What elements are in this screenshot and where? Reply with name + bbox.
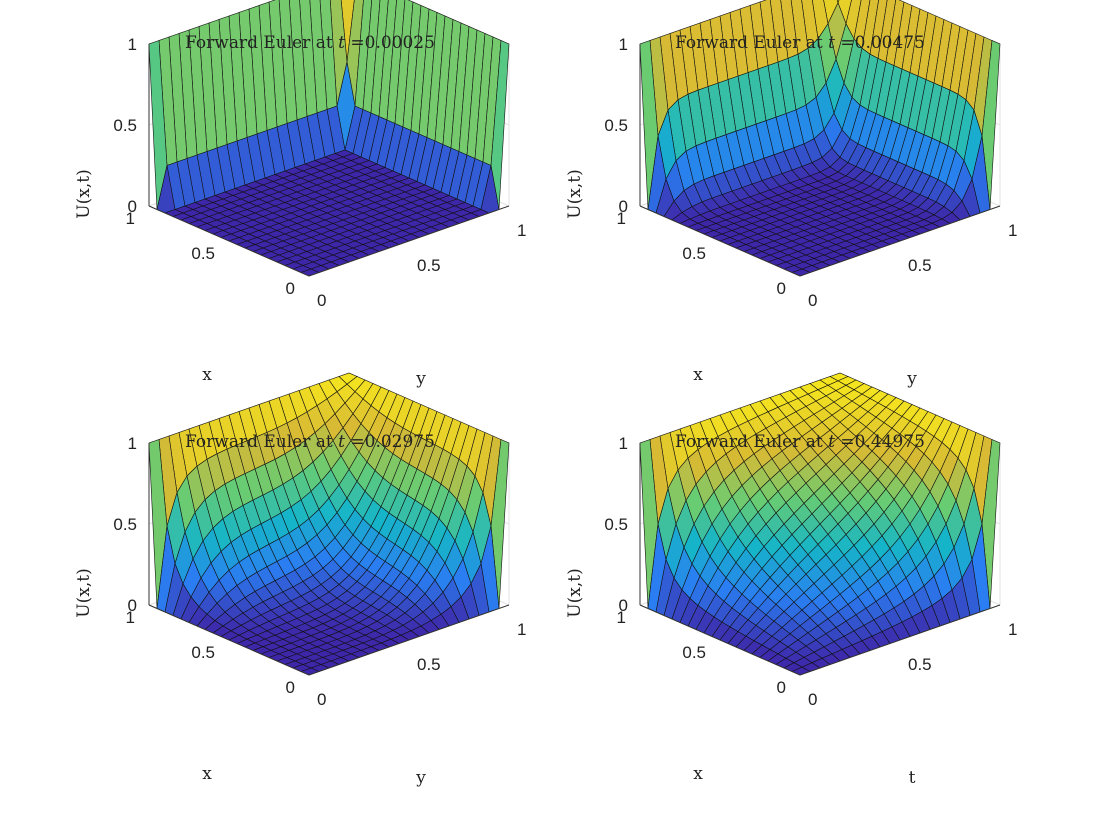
- z-tick-label: 0.5: [113, 116, 137, 135]
- axes-lines: [148, 443, 510, 676]
- z-tick-label: 0: [619, 197, 628, 216]
- y-tick-label: 0: [808, 690, 817, 709]
- y-tick-label: 0.5: [908, 256, 932, 275]
- x-tick-label: 0.5: [682, 643, 706, 662]
- x-tick-label: 0: [286, 678, 295, 697]
- y-tick-label: 1: [517, 620, 526, 639]
- x-tick-label: 0.5: [682, 244, 706, 263]
- surface: [148, 372, 510, 676]
- z-tick-label: 1: [619, 434, 628, 453]
- x-axis-label: x: [693, 365, 703, 385]
- z-axis-label: U(x,t): [74, 568, 94, 617]
- z-tick-label: 0.5: [604, 515, 628, 534]
- axes-lines: [639, 443, 1001, 676]
- y-axis-label: y: [415, 369, 426, 389]
- x-tick-label: 0: [777, 279, 786, 298]
- chart-title: Forward Euler at t =0.44975: [675, 432, 925, 452]
- z-tick-label: 0.5: [604, 116, 628, 135]
- x-tick-label: 1: [126, 209, 135, 228]
- x-tick-label: 0.5: [191, 244, 215, 263]
- surface: [639, 372, 1001, 676]
- x-tick-label: 0: [286, 279, 295, 298]
- x-tick-label: 1: [126, 608, 135, 627]
- y-tick-label: 0: [317, 690, 326, 709]
- y-tick-label: 0: [808, 291, 817, 310]
- z-tick-label: 1: [128, 35, 137, 54]
- z-axis-label: U(x,t): [565, 169, 585, 218]
- y-tick-label: 0.5: [417, 655, 441, 674]
- x-tick-label: 1: [617, 608, 626, 627]
- x-tick-label: 0.5: [191, 643, 215, 662]
- y-tick-label: 1: [517, 221, 526, 240]
- x-tick-label: 0: [777, 678, 786, 697]
- surface: [639, 0, 1001, 277]
- z-tick-label: 0: [128, 197, 137, 216]
- chart-title: Forward Euler at t =0.02975: [185, 432, 435, 452]
- y-axis-label: y: [415, 768, 426, 788]
- surface: [148, 0, 510, 277]
- x-tick-label: 1: [617, 209, 626, 228]
- z-tick-label: 0: [128, 596, 137, 615]
- x-axis-label: x: [693, 764, 703, 784]
- y-tick-label: 0: [317, 291, 326, 310]
- y-axis-label: y: [906, 369, 917, 389]
- axes-lines: [148, 44, 510, 277]
- z-tick-label: 1: [128, 434, 137, 453]
- chart-title: Forward Euler at t =0.00475: [675, 33, 925, 53]
- z-tick-label: 0.5: [113, 515, 137, 534]
- y-tick-label: 0.5: [908, 655, 932, 674]
- x-axis-label: x: [202, 365, 212, 385]
- axes-lines: [639, 44, 1001, 277]
- z-axis-label: U(x,t): [74, 169, 94, 218]
- y-tick-label: 0.5: [417, 256, 441, 275]
- z-tick-label: 0: [619, 596, 628, 615]
- y-tick-label: 1: [1008, 221, 1017, 240]
- chart-title: Forward Euler at t =0.00025: [185, 33, 435, 53]
- y-axis-label: t: [909, 768, 916, 788]
- y-tick-label: 1: [1008, 620, 1017, 639]
- x-axis-label: x: [202, 764, 212, 784]
- z-axis-label: U(x,t): [565, 568, 585, 617]
- z-tick-label: 1: [619, 35, 628, 54]
